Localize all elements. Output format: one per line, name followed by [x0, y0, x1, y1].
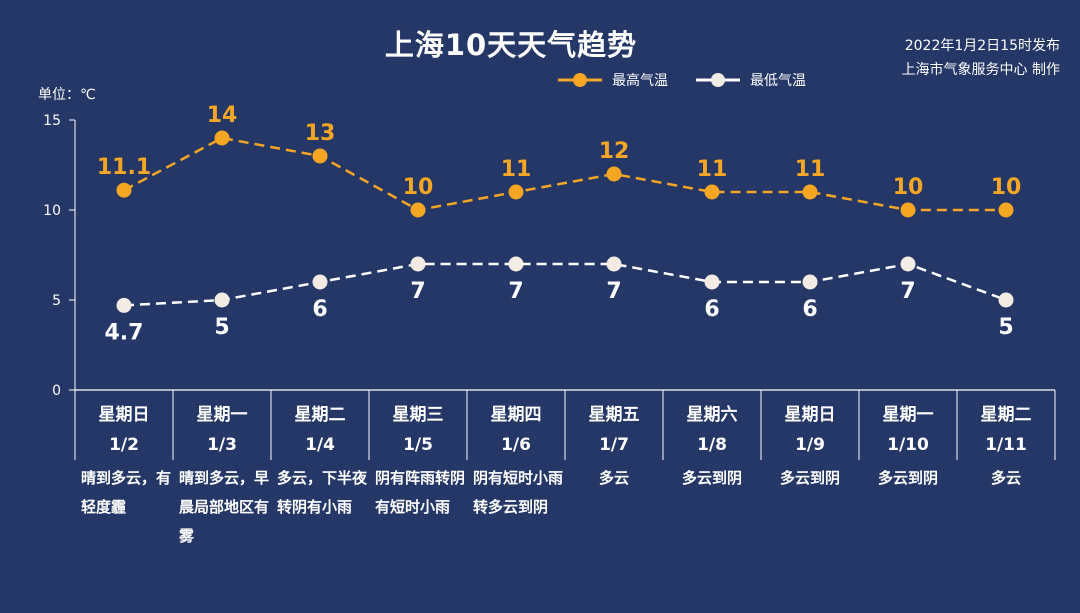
weather-description: 多云，下半夜转阴有小雨	[277, 469, 368, 516]
data-label-high: 11	[697, 157, 728, 182]
legend: 最高气温 最低气温	[558, 70, 834, 90]
weekday-label: 星期一	[196, 405, 248, 425]
y-tick-label: 15	[43, 113, 61, 129]
point-low	[116, 297, 132, 313]
point-high	[606, 166, 622, 182]
unit-label: 单位：℃	[38, 87, 96, 103]
point-low	[998, 292, 1014, 308]
date-label: 1/9	[795, 435, 825, 455]
weather-description: 晴到多云，早晨局部地区有雾	[179, 469, 270, 545]
point-high	[508, 184, 524, 200]
producer: 上海市气象服务中心 制作	[901, 62, 1060, 78]
category-label: 星期日 1/2	[75, 400, 173, 460]
series-line-low	[123, 262, 1007, 307]
category-label: 星期一 1/3	[173, 400, 271, 460]
category-label: 星期五 1/7	[565, 400, 663, 460]
weather-description: 多云到阴	[877, 469, 938, 487]
data-label-low: 7	[508, 279, 523, 304]
weekday-label: 星期二	[980, 405, 1032, 425]
weekday-label: 星期五	[588, 405, 640, 425]
point-low	[214, 292, 230, 308]
data-label-high: 10	[403, 175, 434, 200]
data-label-high: 12	[599, 139, 630, 164]
category-label: 星期六 1/8	[663, 400, 761, 460]
category-label: 星期一 1/10	[859, 400, 957, 460]
issue-info: 2022年1月2日15时发布 上海市气象服务中心 制作	[902, 34, 1060, 82]
weather-description: 阴有阵雨转阴有短时小雨	[375, 469, 466, 516]
data-label-high: 10	[991, 175, 1022, 200]
point-low	[802, 274, 818, 290]
weather-description: 多云到阴	[681, 469, 742, 487]
date-label: 1/2	[109, 435, 139, 455]
category-label: 星期三 1/5	[369, 400, 467, 460]
data-label-high: 11	[501, 157, 532, 182]
data-label-low: 6	[704, 297, 719, 322]
weather-description: 晴到多云，有轻度霾	[81, 469, 172, 516]
legend-low: 最低气温	[696, 70, 806, 90]
weekday-label: 星期四	[490, 405, 542, 425]
weather-description: 多云到阴	[779, 469, 840, 487]
weather-description: 多云	[598, 469, 629, 487]
data-label-low: 5	[998, 315, 1013, 340]
date-label: 1/4	[305, 435, 335, 455]
data-label-low: 7	[606, 279, 621, 304]
weekday-label: 星期一	[882, 405, 934, 425]
date-label: 1/11	[985, 435, 1027, 455]
data-label-high: 11	[795, 157, 826, 182]
weather-description: 阴有短时小雨转多云到阴	[473, 469, 564, 516]
point-low	[704, 274, 720, 290]
weekday-label: 星期日	[98, 405, 150, 425]
series-line-high	[123, 136, 1006, 212]
date-label: 1/10	[887, 435, 929, 455]
point-low	[606, 256, 622, 272]
chart-title: 上海10天天气趋势	[384, 28, 638, 62]
point-low	[410, 256, 426, 272]
point-high	[704, 184, 720, 200]
data-label-low: 5	[214, 315, 229, 340]
point-high	[998, 202, 1014, 218]
date-label: 1/5	[403, 435, 433, 455]
date-label: 1/7	[599, 435, 629, 455]
data-label-high: 13	[305, 121, 336, 146]
data-label-high: 14	[207, 103, 238, 128]
data-label-low: 6	[802, 297, 817, 322]
data-label-low: 6	[312, 297, 327, 322]
weekday-label: 星期日	[784, 405, 836, 425]
weather-description: 多云	[990, 469, 1021, 487]
point-high	[900, 202, 916, 218]
y-tick-label: 10	[43, 203, 61, 219]
legend-low-marker	[696, 73, 740, 87]
point-low	[900, 256, 916, 272]
legend-low-label: 最低气温	[750, 73, 806, 89]
issue-time: 2022年1月2日15时发布	[904, 38, 1060, 54]
category-label: 星期日 1/9	[761, 400, 859, 460]
category-label: 星期四 1/6	[467, 400, 565, 460]
data-label-low: 7	[410, 279, 425, 304]
date-label: 1/6	[501, 435, 531, 455]
date-label: 1/3	[207, 435, 237, 455]
date-label: 1/8	[697, 435, 727, 455]
point-high	[410, 202, 426, 218]
y-tick-label: 5	[52, 293, 61, 309]
point-high	[116, 182, 132, 198]
data-label-high: 11.1	[97, 155, 151, 180]
point-high	[312, 148, 328, 164]
legend-high: 最高气温	[558, 70, 668, 90]
legend-high-label: 最高气温	[612, 73, 668, 89]
data-label-low: 7	[900, 279, 915, 304]
point-high	[214, 130, 230, 146]
legend-high-marker	[558, 73, 602, 87]
weekday-label: 星期六	[686, 405, 738, 425]
data-label-high: 10	[893, 175, 924, 200]
weekday-label: 星期二	[294, 405, 346, 425]
point-high	[802, 184, 818, 200]
point-low	[508, 256, 524, 272]
y-tick-label: 0	[52, 383, 61, 399]
data-label-low: 4.7	[105, 320, 144, 345]
category-label: 星期二 1/4	[271, 400, 369, 460]
point-low	[312, 274, 328, 290]
weekday-label: 星期三	[392, 405, 444, 425]
category-label: 星期二 1/11	[957, 400, 1055, 460]
